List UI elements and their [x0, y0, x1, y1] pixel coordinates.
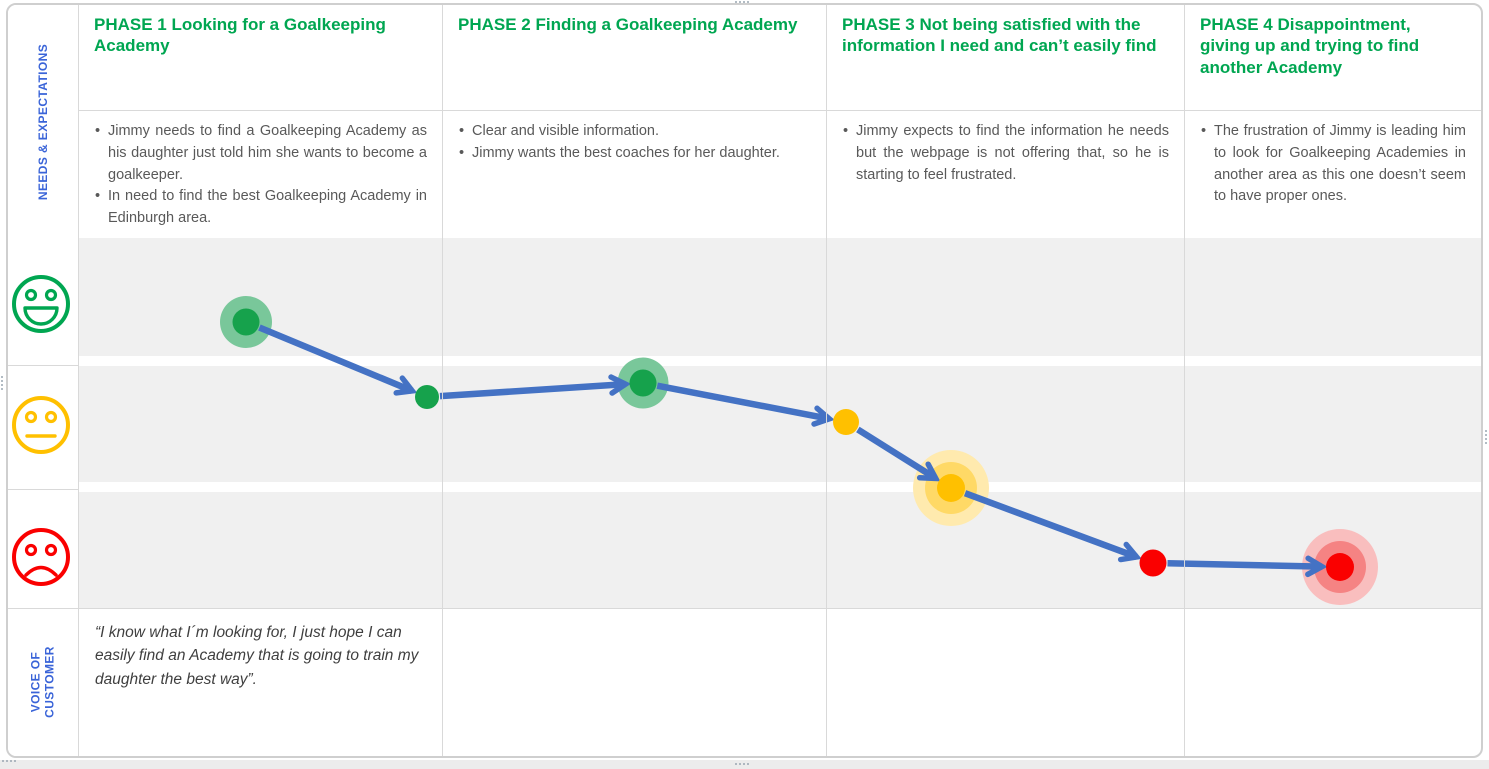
needs-list: Jimmy needs to find a Goalkeeping Academ…	[94, 121, 427, 230]
sad-band	[78, 492, 1481, 608]
needs-expectations-label: NEEDS & EXPECTATIONS	[35, 43, 50, 200]
phase-2-needs-cell: Clear and visible information.Jimmy want…	[442, 110, 826, 238]
sad-face-icon	[12, 528, 70, 586]
sidebar-divider	[8, 489, 78, 490]
sidebar-divider	[8, 365, 78, 366]
phase-3-header: PHASE 3 Not being satisfied with the inf…	[842, 15, 1157, 56]
column-divider	[78, 5, 79, 756]
emotion-point-neutral[interactable]	[415, 385, 439, 409]
phase-1-header: PHASE 1 Looking for a Goalkeeping Academ…	[94, 15, 386, 56]
emotion-point-sad[interactable]	[1326, 553, 1354, 581]
needs-list: The frustration of Jimmy is leading him …	[1200, 121, 1466, 208]
needs-item: Jimmy needs to find a Goalkeeping Academ…	[94, 121, 427, 186]
phase-4-needs-cell: The frustration of Jimmy is leading him …	[1184, 110, 1481, 238]
column-divider	[1184, 5, 1185, 756]
voice-of-customer-label: VOICE OF CUSTOMER	[28, 646, 57, 718]
emotion-curve-chart	[220, 296, 1378, 605]
needs-item: Clear and visible information.	[458, 121, 811, 143]
journey-map-table: NEEDS & EXPECTATIONS PHASE 1 Looking for…	[6, 3, 1483, 758]
phase-4-header: PHASE 4 Disappointment, giving up and tr…	[1200, 15, 1420, 77]
table-resize-handle-corner[interactable]	[2, 760, 16, 762]
phase-2-header: PHASE 2 Finding a Goalkeeping Academy	[458, 15, 798, 34]
emotion-chart-row	[8, 238, 1481, 608]
happy-band	[78, 238, 1481, 356]
column-divider	[826, 5, 827, 756]
phase-2-quote: “I would like to see what the Academy is…	[442, 756, 826, 758]
emotion-point-sad[interactable]	[1139, 549, 1167, 577]
table-resize-handle-left[interactable]	[1, 376, 3, 390]
needs-item: The frustration of Jimmy is leading him …	[1200, 121, 1466, 208]
needs-item: Jimmy expects to find the information he…	[842, 121, 1169, 186]
neutral-face-icon	[12, 396, 70, 454]
neutral-band	[78, 366, 1481, 482]
column-divider	[442, 5, 443, 756]
emotion-point-neutral[interactable]	[833, 409, 859, 435]
phase-3-needs-cell: Jimmy expects to find the information he…	[826, 110, 1184, 238]
needs-item: Jimmy wants the best coaches for her dau…	[458, 143, 811, 165]
phase-1-needs-cell: Jimmy needs to find a Goalkeeping Academ…	[78, 110, 442, 238]
row-divider	[8, 608, 1481, 609]
voice-of-customer-side-cell: VOICE OF CUSTOMER	[8, 608, 78, 756]
needs-expectations-side-cell: NEEDS & EXPECTATIONS	[8, 5, 78, 238]
phase-1-quote: “I know what I´m looking for, I just hop…	[78, 608, 442, 756]
needs-list: Jimmy expects to find the information he…	[842, 121, 1169, 186]
emotion-point-neutral-to-sad[interactable]	[937, 474, 965, 502]
emotion-point-neutral-high[interactable]	[629, 369, 657, 397]
happy-face-icon	[12, 275, 70, 333]
quote-text: “I know what I´m looking for, I just hop…	[95, 624, 419, 688]
needs-item: In need to find the best Goalkeeping Aca…	[94, 186, 427, 230]
row-divider	[78, 110, 1481, 111]
table-resize-handle-bottom[interactable]	[735, 763, 749, 765]
emotion-point-happy[interactable]	[232, 308, 260, 336]
table-resize-handle-right[interactable]	[1485, 430, 1487, 444]
table-resize-handle-top[interactable]	[735, 1, 749, 3]
needs-list: Clear and visible information.Jimmy want…	[458, 121, 811, 165]
